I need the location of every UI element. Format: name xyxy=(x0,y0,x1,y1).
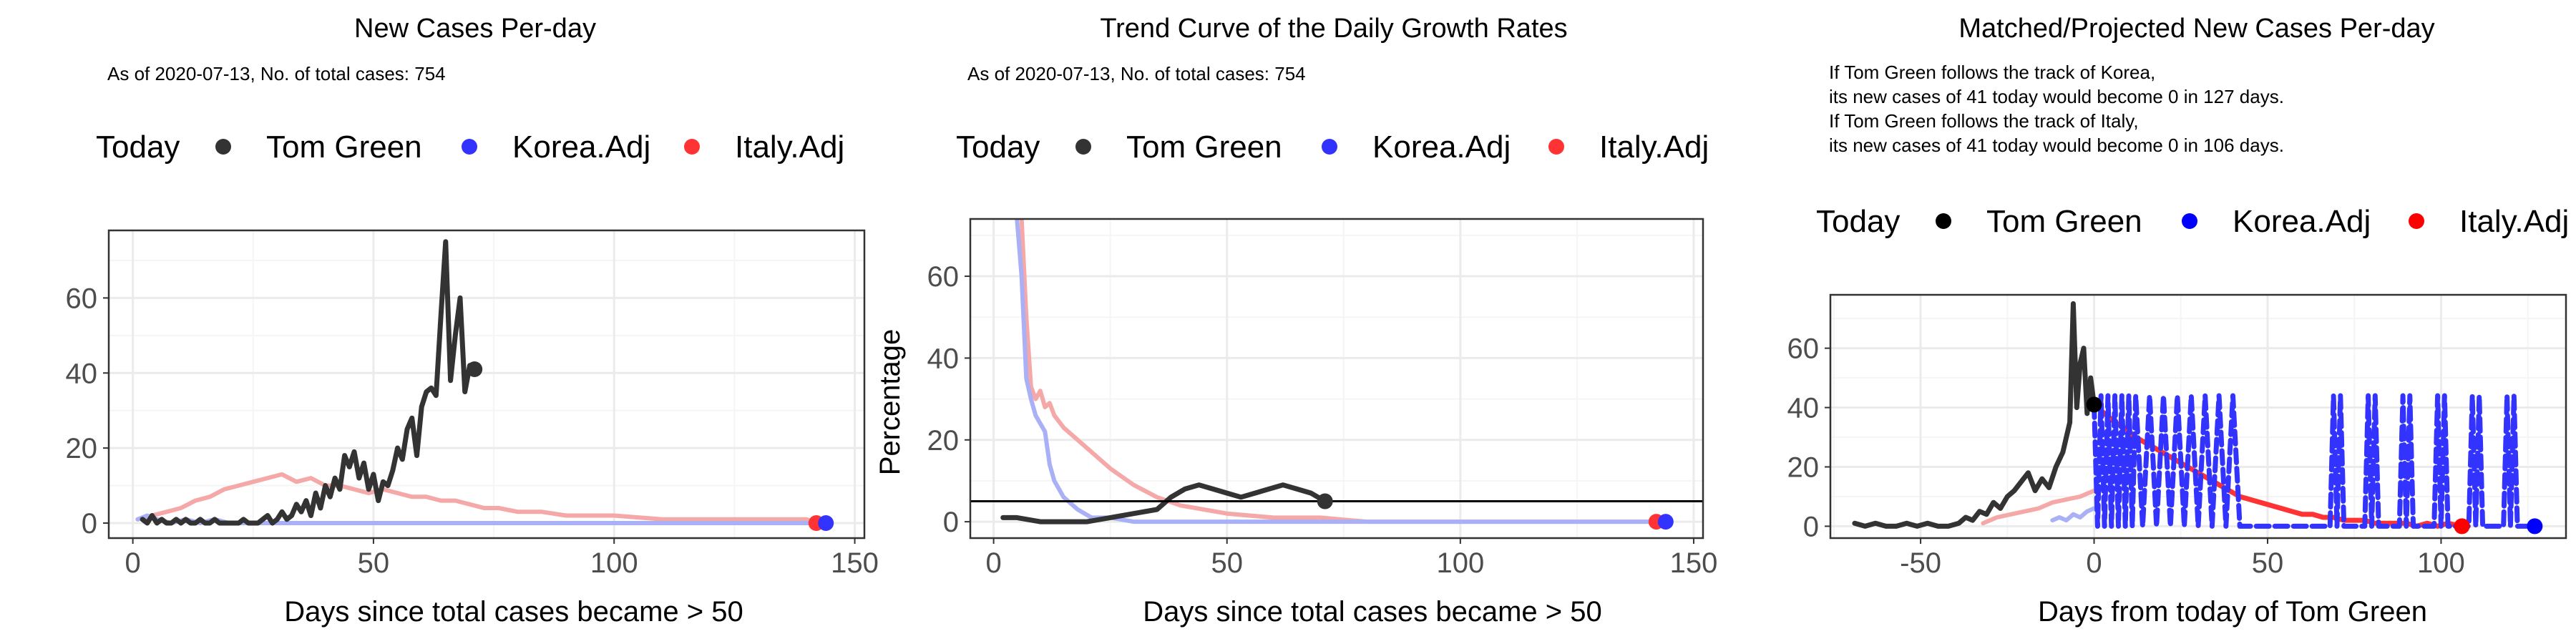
x-tick-label: 150 xyxy=(1670,547,1718,579)
x-tick-label: -50 xyxy=(1900,547,1941,579)
panel-1-x-axis-title: Days since total cases became > 50 xyxy=(284,596,743,628)
y-tick-label: 40 xyxy=(1787,393,1820,424)
plot-border xyxy=(969,218,1704,540)
panel-2-legend-title: Today xyxy=(956,130,1040,165)
y-tick-label: 0 xyxy=(943,507,959,538)
y-tick-label: 60 xyxy=(66,283,98,314)
series-line-korea-adj xyxy=(2092,393,2537,529)
x-tick-label: 50 xyxy=(1211,547,1243,579)
panel-3-header: Matched/Projected New Cases Per-day If T… xyxy=(1816,14,2569,628)
y-tick-label: 20 xyxy=(66,433,98,464)
panel-3-subtitle-line-2: its new cases of 41 today would become 0… xyxy=(1829,86,2284,107)
panel-1-title: New Cases Per-day xyxy=(354,14,596,44)
y-tick-label: 20 xyxy=(927,425,960,457)
panel-2-legend-key-korea xyxy=(1322,139,1337,155)
y-tick-label: 40 xyxy=(927,343,960,374)
panel-2-legend: Today Tom Green Korea.Adj Italy.Adj xyxy=(956,130,1709,165)
panel-3-legend-title: Today xyxy=(1816,204,1900,239)
y-tick-label: 60 xyxy=(1787,333,1820,365)
panel-2-y-axis-title: Percentage xyxy=(874,329,906,476)
panel-3-legend: Today Tom Green Korea.Adj Italy.Adj xyxy=(1816,204,2569,239)
y-tick-label: 60 xyxy=(927,261,960,293)
x-tick-label: 50 xyxy=(2252,547,2284,579)
series-line-korea-adj-matched xyxy=(2050,506,2097,523)
panel-2-title: Trend Curve of the Daily Growth Rates xyxy=(1100,14,1567,44)
x-tick-label: 100 xyxy=(1436,547,1484,579)
today-point-tom-green xyxy=(1317,493,1333,509)
x-tick-label: 0 xyxy=(2086,547,2102,579)
series-line-italy-adj xyxy=(1019,219,1659,525)
series-line-korea-adj xyxy=(1015,219,1668,525)
panel-2-header: Trend Curve of the Daily Growth Rates As… xyxy=(874,14,1709,628)
panel-2-legend-label-tom-green: Tom Green xyxy=(1126,130,1282,165)
panel-3-legend-label-tom-green: Tom Green xyxy=(1986,204,2142,239)
series-line-italy-adj xyxy=(135,472,819,525)
today-point-korea-adj xyxy=(1657,514,1674,530)
y-tick-label: 0 xyxy=(82,508,97,540)
x-tick-label: 0 xyxy=(125,547,141,579)
series-line-tom-green xyxy=(1852,301,2097,529)
series-line-italy-adj-matched xyxy=(1981,488,2097,526)
panel-2-subtitle-line: As of 2020-07-13, No. of total cases: 75… xyxy=(967,63,1306,84)
x-tick-label: 0 xyxy=(985,547,1001,579)
panel-3-legend-label-korea: Korea.Adj xyxy=(2233,204,2371,239)
panel-3-legend-key-tom-green xyxy=(1936,213,1951,229)
panel-1-legend-label-korea: Korea.Adj xyxy=(512,130,650,165)
panel-2-plot: 0 50 100 150 0 20 40 60 xyxy=(927,218,1718,579)
y-tick-label: 40 xyxy=(66,358,98,389)
panel-3-legend-key-korea xyxy=(2182,213,2197,229)
panel-2-legend-key-tom-green xyxy=(1075,139,1091,155)
panel-2-legend-key-italy xyxy=(1548,139,1564,155)
panel-2-legend-label-italy: Italy.Adj xyxy=(1599,130,1709,165)
panel-1-subtitle-line: As of 2020-07-13, No. of total cases: 75… xyxy=(107,63,446,84)
panel-1-legend: Today Tom Green Korea.Adj Italy.Adj xyxy=(96,130,844,165)
x-tick-label: 150 xyxy=(831,547,879,579)
panel-1-legend-title: Today xyxy=(96,130,180,165)
plot-border xyxy=(1829,293,2567,540)
plot-border xyxy=(107,229,866,540)
series-line-tom-green xyxy=(1000,482,1328,525)
panel-3-title: Matched/Projected New Cases Per-day xyxy=(1958,14,2434,44)
x-tick-label: 100 xyxy=(590,547,638,579)
panel-3-subtitle-line-1: If Tom Green follows the track of Korea, xyxy=(1829,62,2155,83)
panel-3-x-axis-title: Days from today of Tom Green xyxy=(2038,596,2427,628)
panel-1-legend-label-italy: Italy.Adj xyxy=(735,130,844,165)
panel-1-legend-key-italy xyxy=(684,139,700,155)
today-point-korea-adj xyxy=(2527,518,2543,535)
panel-1-legend-key-tom-green xyxy=(215,139,231,155)
x-tick-label: 100 xyxy=(2417,547,2465,579)
y-tick-label: 20 xyxy=(1787,452,1820,483)
panel-3-plot: -50 0 50 100 0 20 40 60 xyxy=(1787,293,2567,579)
panel-1-plot: 0 50 100 150 0 20 40 60 xyxy=(66,229,879,579)
panel-2-legend-label-korea: Korea.Adj xyxy=(1372,130,1511,165)
today-point-tom-green xyxy=(467,361,483,378)
x-tick-label: 50 xyxy=(358,547,390,579)
panel-2-x-axis-title: Days since total cases became > 50 xyxy=(1143,596,1601,628)
panel-3-subtitle-line-4: its new cases of 41 today would become 0… xyxy=(1829,135,2284,156)
series-line-tom-green xyxy=(140,239,477,526)
today-point-korea-adj xyxy=(818,515,834,532)
panel-3-subtitle-line-3: If Tom Green follows the track of Italy, xyxy=(1829,110,2139,132)
panel-3-legend-label-italy: Italy.Adj xyxy=(2459,204,2569,239)
y-tick-label: 0 xyxy=(1803,511,1819,542)
panel-1-header: New Cases Per-day As of 2020-07-13, No. … xyxy=(96,14,844,628)
panel-3-legend-key-italy xyxy=(2409,213,2424,229)
panel-1-legend-label-tom-green: Tom Green xyxy=(266,130,422,165)
today-point-tom-green xyxy=(2086,396,2102,413)
panel-1-legend-key-korea xyxy=(462,139,477,155)
today-point-italy-adj xyxy=(2454,518,2470,535)
